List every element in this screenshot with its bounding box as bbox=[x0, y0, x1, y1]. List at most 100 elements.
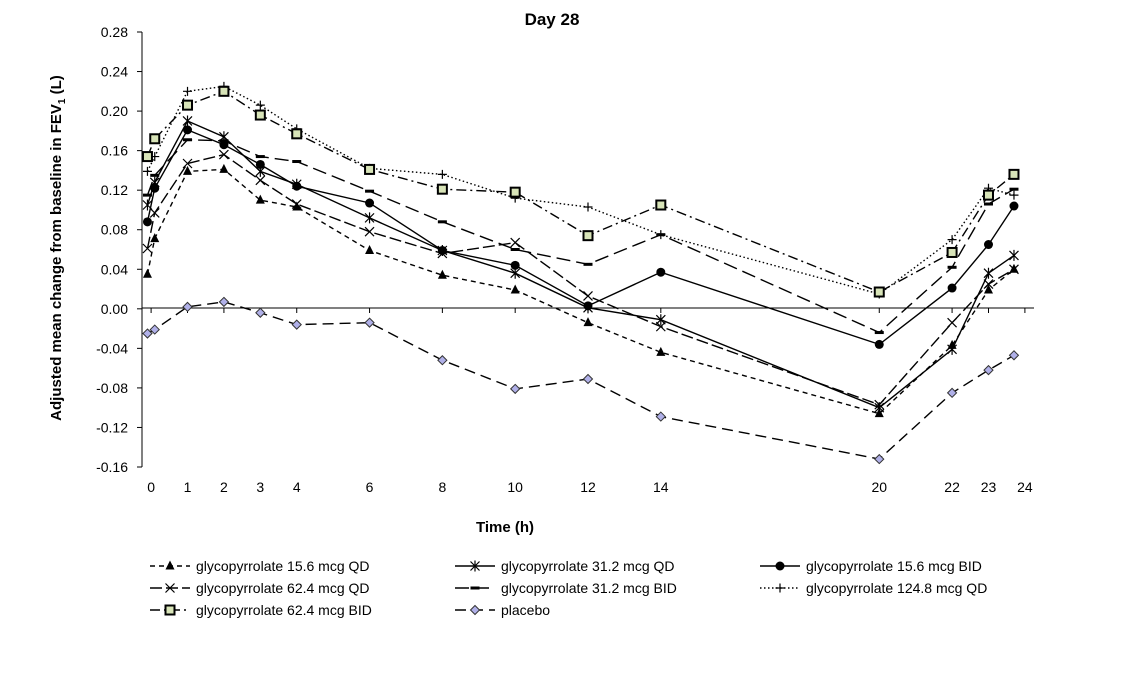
series-3-point bbox=[365, 198, 375, 208]
series-8-point bbox=[255, 307, 266, 318]
legend-marker bbox=[470, 586, 480, 590]
series-3-point bbox=[510, 260, 520, 270]
series-line-2 bbox=[146, 120, 1015, 409]
series-4-point bbox=[437, 248, 448, 259]
series-8-point bbox=[983, 364, 994, 376]
series-8-point bbox=[218, 296, 230, 308]
series-8-point bbox=[437, 355, 448, 366]
series-1-point bbox=[1009, 263, 1019, 273]
y-axis-label-main: Adjusted mean change from baseline in FE… bbox=[48, 104, 65, 421]
series-7-point bbox=[509, 186, 521, 198]
series-6-point bbox=[1009, 190, 1019, 200]
x-axis-label: Time (h) bbox=[476, 519, 534, 536]
series-5-point bbox=[365, 189, 375, 193]
series-7-point bbox=[182, 99, 194, 111]
series-line-5 bbox=[146, 139, 1015, 334]
series-1-point bbox=[219, 163, 229, 173]
series-3-point bbox=[983, 240, 993, 250]
y-tick-label: 0.08 bbox=[101, 222, 128, 238]
series-line-3 bbox=[146, 129, 1015, 346]
legend-marker bbox=[775, 561, 785, 571]
x-tick-label: 24 bbox=[1017, 479, 1033, 495]
series-line-8 bbox=[147, 301, 1015, 460]
series-7-point bbox=[946, 246, 958, 258]
series-6-point bbox=[947, 235, 957, 245]
series-8-point bbox=[364, 317, 375, 328]
series-6-point bbox=[656, 230, 666, 240]
series-7-point bbox=[149, 133, 161, 145]
series-5-point bbox=[510, 248, 520, 251]
legend-label: glycopyrrolate 15.6 mcg BID bbox=[806, 558, 982, 574]
legend-marker bbox=[165, 583, 175, 593]
series-6-point bbox=[142, 166, 152, 176]
y-tick-label: -0.12 bbox=[96, 419, 128, 435]
series-1-point bbox=[183, 165, 193, 175]
series-4-point bbox=[291, 199, 302, 209]
y-axis-label-subscript: 1 bbox=[57, 98, 68, 104]
series-lines bbox=[146, 85, 1015, 460]
legend-label: glycopyrrolate 15.6 mcg QD bbox=[196, 558, 370, 574]
y-tick-label: 0.24 bbox=[101, 64, 128, 80]
y-tick-label: -0.08 bbox=[96, 380, 128, 396]
series-5-point bbox=[142, 193, 152, 197]
series-2-point bbox=[983, 267, 994, 279]
series-4-point bbox=[182, 158, 193, 169]
series-4-point bbox=[655, 321, 666, 332]
x-tick-label: 4 bbox=[293, 479, 301, 495]
series-1-point bbox=[150, 233, 160, 243]
x-tick-label: 6 bbox=[366, 479, 374, 495]
series-5-point bbox=[292, 160, 302, 164]
y-tick-label: -0.04 bbox=[96, 340, 128, 356]
series-4-point bbox=[149, 207, 160, 218]
x-tick-label: 23 bbox=[981, 479, 997, 495]
series-8-point bbox=[142, 328, 153, 339]
series-7-point bbox=[873, 286, 885, 298]
series-7-point bbox=[655, 199, 667, 211]
series-1-point bbox=[656, 346, 666, 356]
x-tick-label: 20 bbox=[871, 479, 887, 495]
series-5-point bbox=[1009, 187, 1019, 191]
series-8-point bbox=[582, 373, 594, 385]
series-5-point bbox=[255, 155, 265, 159]
series-4-point bbox=[510, 237, 521, 248]
y-tick-label: 0.16 bbox=[101, 143, 128, 159]
legend-label: glycopyrrolate 62.4 mcg QD bbox=[196, 580, 370, 596]
series-2-point bbox=[1009, 249, 1019, 261]
series-6-point bbox=[255, 100, 265, 110]
series-1-point bbox=[255, 194, 265, 204]
series-line-6 bbox=[146, 85, 1015, 295]
legend-marker bbox=[469, 604, 481, 616]
series-2-point bbox=[142, 199, 153, 211]
x-tick-label: 22 bbox=[944, 479, 960, 495]
series-7-point bbox=[291, 128, 303, 140]
y-axis-label: Adjusted mean change from baseline in FE… bbox=[48, 75, 68, 421]
series-line-4 bbox=[146, 153, 1015, 406]
series-3-point bbox=[583, 301, 593, 311]
series-1-point bbox=[437, 269, 447, 279]
y-tick-label: 0.00 bbox=[101, 301, 128, 317]
y-tick-label: 0.28 bbox=[101, 24, 128, 40]
series-7-point bbox=[436, 183, 448, 195]
series-4-point bbox=[874, 399, 885, 410]
legend-marker bbox=[165, 560, 175, 570]
series-1-point bbox=[142, 268, 152, 278]
series-markers bbox=[141, 81, 1020, 465]
series-7-point bbox=[364, 163, 376, 175]
series-3-point bbox=[142, 217, 152, 227]
y-tick-label: 0.04 bbox=[101, 261, 128, 277]
series-5-point bbox=[219, 139, 229, 143]
series-8-point bbox=[655, 411, 667, 422]
series-7-point bbox=[1008, 168, 1020, 180]
series-7-point bbox=[218, 85, 230, 97]
series-6-point bbox=[183, 86, 193, 96]
series-3-point bbox=[1009, 201, 1019, 211]
y-tick-label: -0.16 bbox=[96, 459, 128, 475]
series-3-point bbox=[183, 125, 193, 135]
x-tick-label: 2 bbox=[220, 479, 228, 495]
series-5-point bbox=[583, 262, 593, 266]
series-4-point bbox=[947, 317, 958, 328]
series-4-point bbox=[255, 175, 266, 186]
legend-label: placebo bbox=[501, 602, 550, 618]
series-7-point bbox=[982, 189, 994, 201]
series-4-point bbox=[218, 149, 229, 160]
